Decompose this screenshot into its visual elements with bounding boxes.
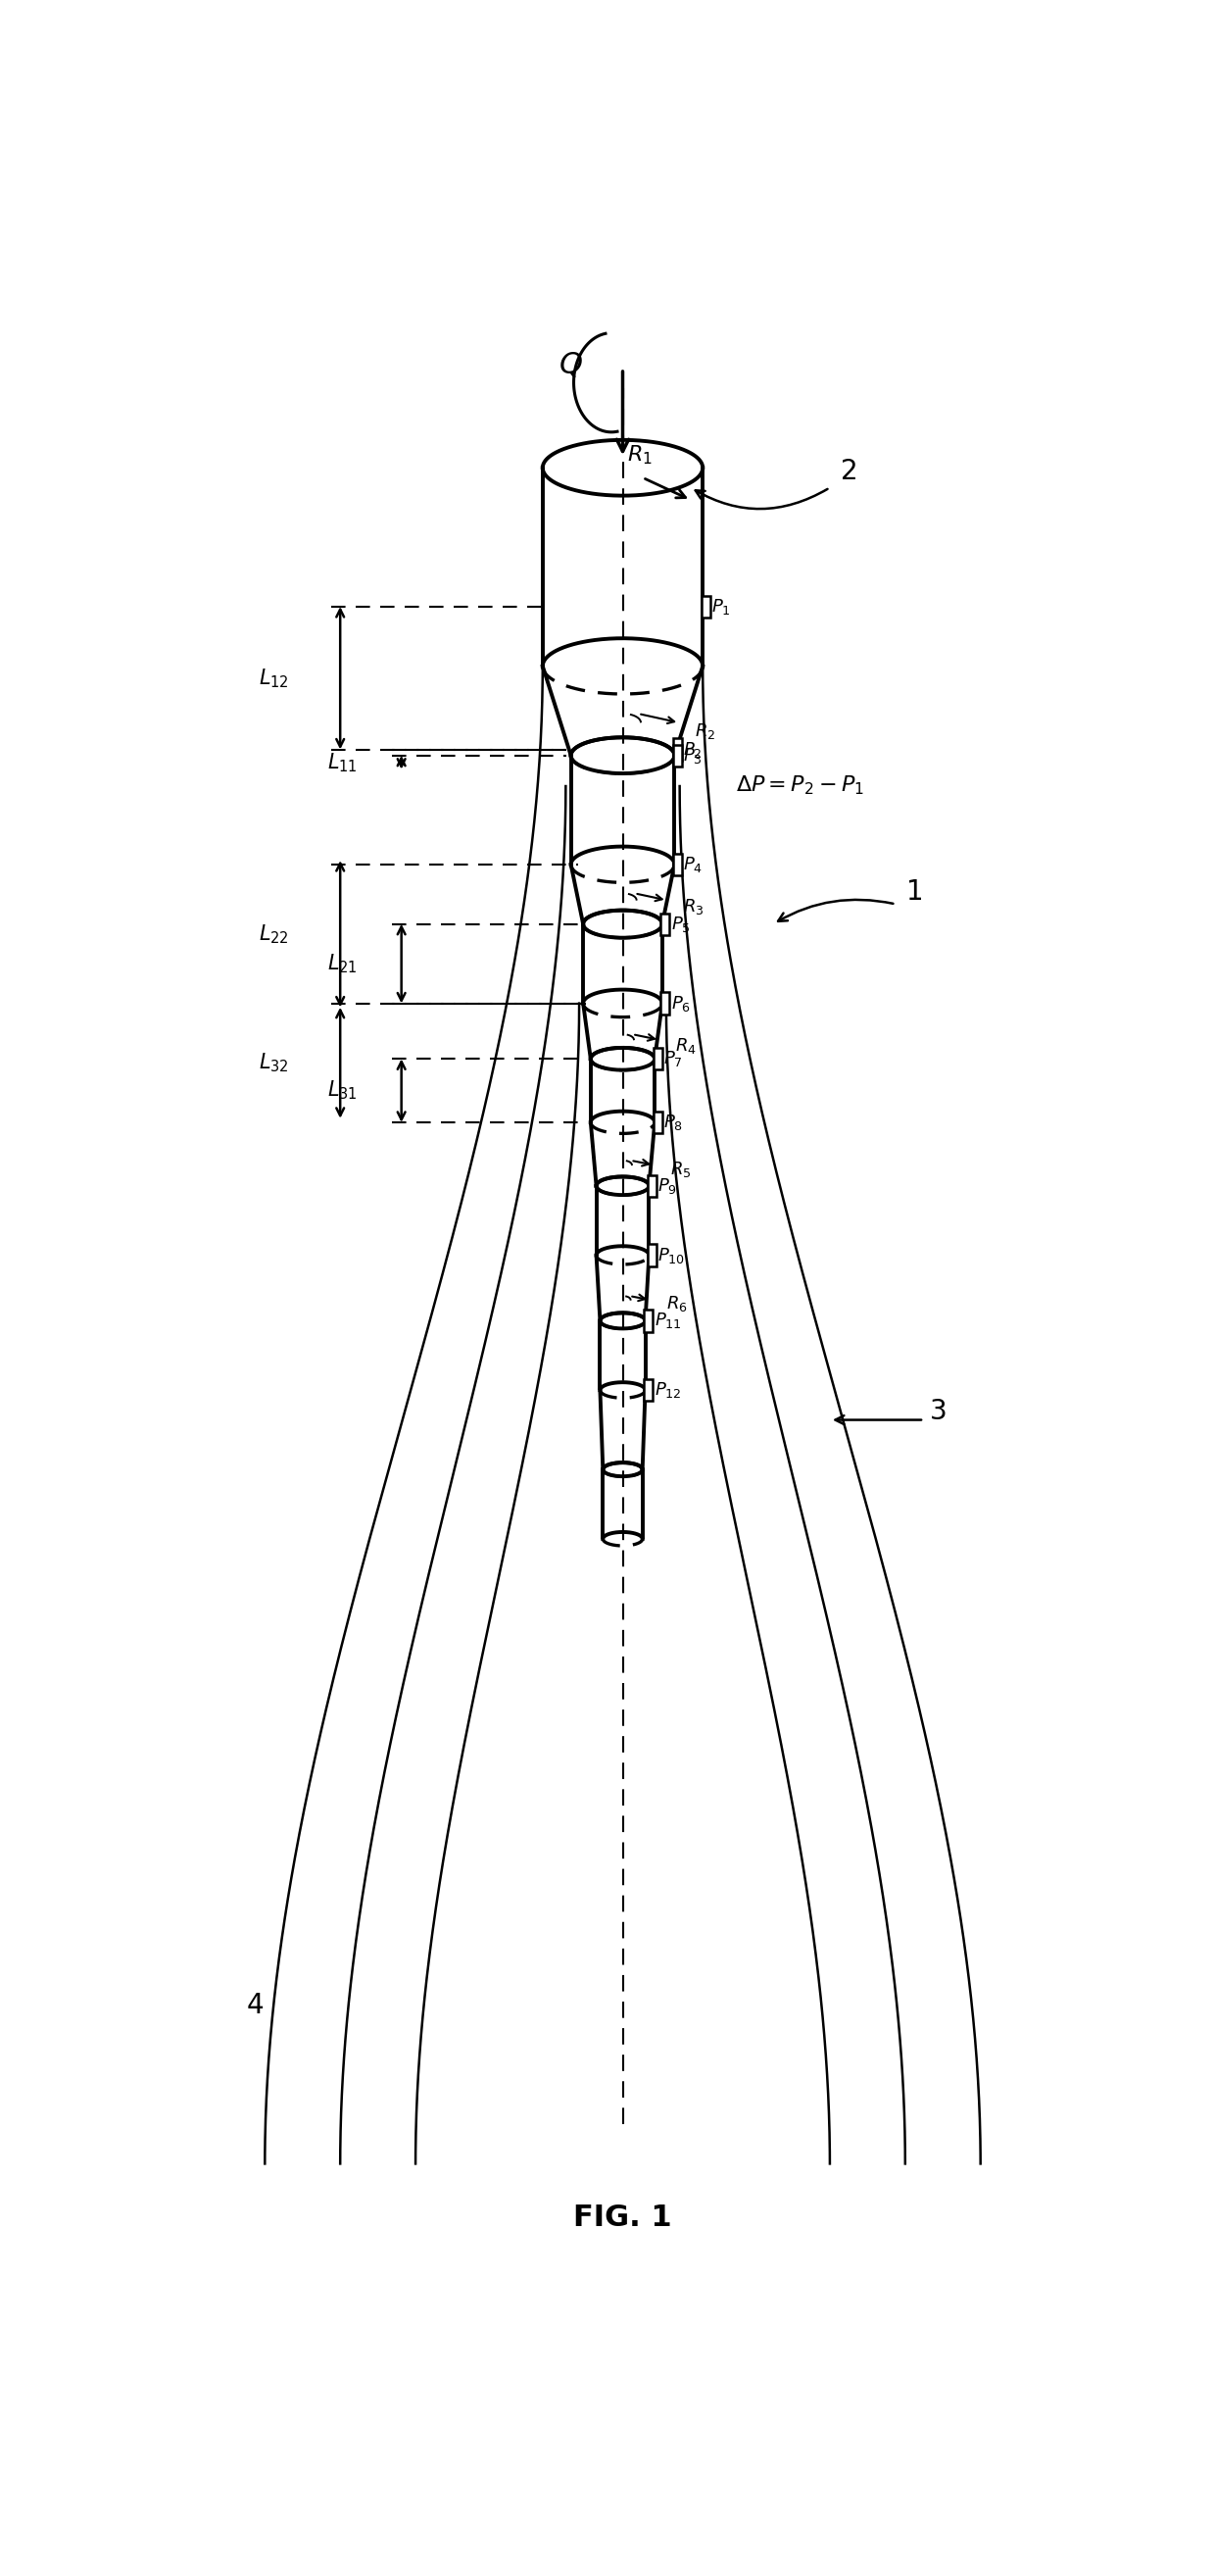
Text: $R_{5}$: $R_{5}$	[669, 1159, 691, 1180]
Text: $2$: $2$	[840, 459, 855, 484]
Text: $P_{2}$: $P_{2}$	[683, 739, 702, 760]
Text: $4$: $4$	[245, 1991, 264, 2020]
Bar	[644, 1309, 652, 1332]
Text: $Q$: $Q$	[559, 350, 583, 379]
Text: $P_{5}$: $P_{5}$	[671, 914, 690, 935]
Text: $R_1$: $R_1$	[627, 443, 652, 466]
Text: $P_{11}$: $P_{11}$	[654, 1311, 682, 1332]
Text: $P_{1}$: $P_{1}$	[712, 598, 731, 616]
Text: $P_{8}$: $P_{8}$	[663, 1113, 683, 1133]
Bar	[648, 1244, 656, 1267]
Text: $P_{7}$: $P_{7}$	[663, 1048, 683, 1069]
Bar	[673, 739, 682, 760]
Text: $1$: $1$	[905, 878, 922, 907]
Text: $L_{22}$: $L_{22}$	[259, 922, 288, 945]
Bar	[673, 853, 682, 876]
Text: $P_{12}$: $P_{12}$	[654, 1381, 682, 1399]
Bar	[654, 1048, 662, 1069]
Bar	[648, 1175, 656, 1198]
Bar	[654, 1110, 662, 1133]
Text: $L_{12}$: $L_{12}$	[259, 667, 288, 690]
Text: $P_{6}$: $P_{6}$	[671, 994, 690, 1012]
Text: $P_{9}$: $P_{9}$	[657, 1177, 678, 1195]
Text: $\Delta P = P_2 - P_1$: $\Delta P = P_2 - P_1$	[736, 773, 864, 796]
Bar	[701, 595, 710, 618]
Bar	[661, 912, 669, 935]
Text: $L_{21}$: $L_{21}$	[327, 953, 357, 976]
Text: $L_{32}$: $L_{32}$	[259, 1051, 288, 1074]
Text: $R_{3}$: $R_{3}$	[683, 896, 703, 917]
Text: $R_{4}$: $R_{4}$	[676, 1036, 696, 1056]
Text: $R_{2}$: $R_{2}$	[695, 721, 716, 742]
Text: $P_{10}$: $P_{10}$	[657, 1244, 685, 1265]
Bar	[673, 744, 682, 765]
Bar	[644, 1378, 652, 1401]
Text: FIG. 1: FIG. 1	[573, 2202, 672, 2231]
Text: $L_{11}$: $L_{11}$	[327, 750, 357, 773]
Bar	[661, 992, 669, 1015]
Text: $P_{3}$: $P_{3}$	[683, 744, 702, 765]
Text: $P_{4}$: $P_{4}$	[683, 855, 703, 873]
Text: $3$: $3$	[928, 1399, 945, 1425]
Text: $R_{6}$: $R_{6}$	[666, 1293, 688, 1314]
Text: $L_{31}$: $L_{31}$	[327, 1079, 357, 1103]
